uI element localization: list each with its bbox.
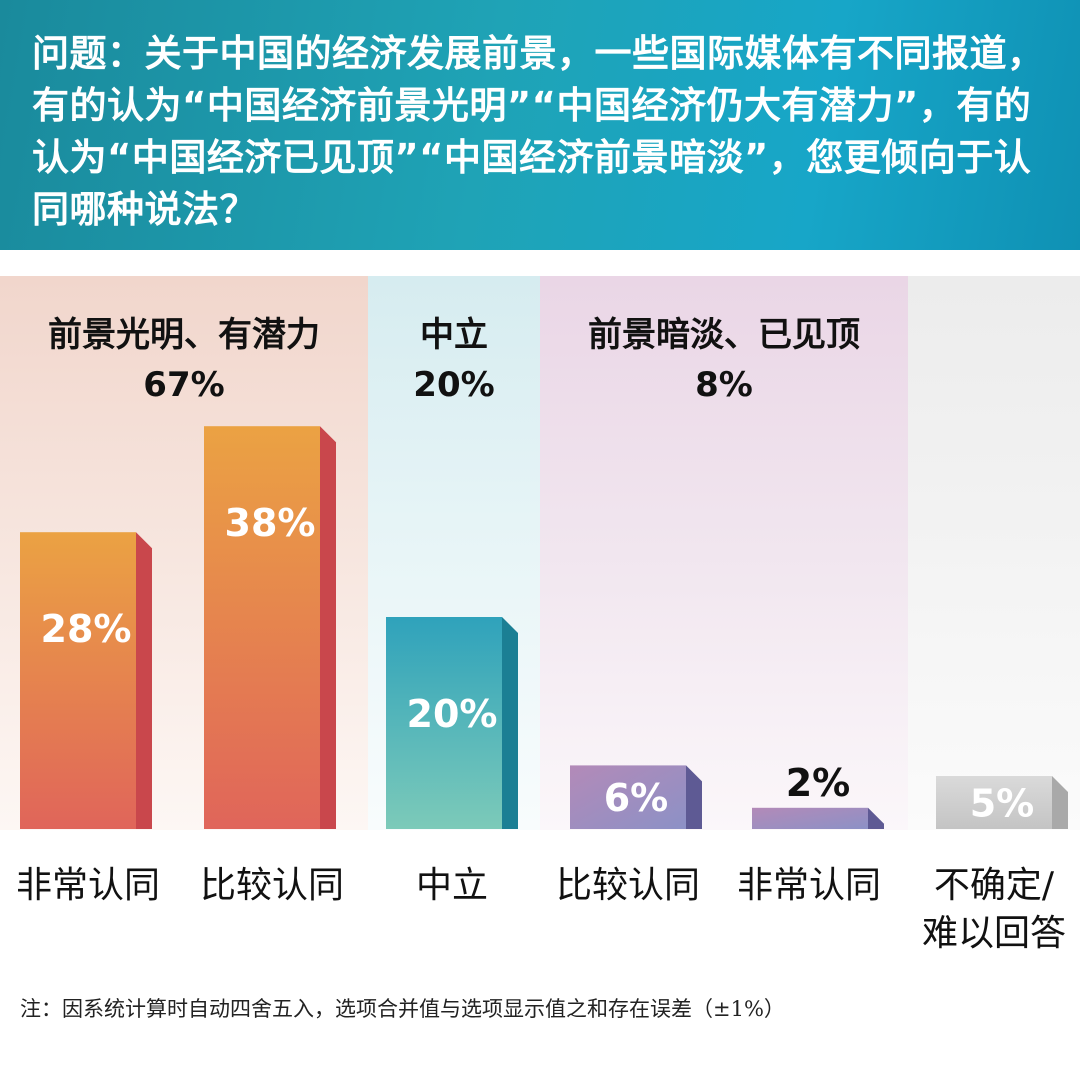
category-label: 非常认同: [15, 865, 160, 906]
question-banner: 问题：关于中国的经济发展前景，一些国际媒体有不同报道，有的认为“中国经济前景光明…: [0, 0, 1080, 250]
bar-value-label: 5%: [970, 782, 1035, 826]
bar-front: [204, 426, 320, 829]
bar: 5%: [936, 776, 1068, 829]
bar: 6%: [570, 765, 702, 829]
bar: 28%: [20, 532, 152, 829]
category-label: 不确定/ 难以回答: [921, 865, 1066, 954]
group-value: 8%: [695, 365, 753, 405]
bar-value-label: 2%: [786, 761, 851, 805]
bar-front: [386, 617, 502, 829]
category-label: 非常认同: [736, 865, 881, 906]
group-value: 20%: [413, 365, 495, 405]
bar-front: [936, 776, 1052, 829]
bar-value-label: 38%: [225, 501, 316, 545]
bar-front: [20, 532, 136, 829]
bar-value-label: 20%: [407, 692, 498, 736]
negative-group-band: [540, 276, 908, 830]
bar-side: [502, 617, 518, 829]
bar-front: [570, 765, 686, 829]
bar: 38%: [204, 426, 336, 829]
group-name: 前景暗淡、已见顶: [588, 315, 860, 355]
category-label: 比较认同: [199, 865, 344, 906]
unsure-group-band: [908, 276, 1080, 830]
bar-side: [868, 807, 884, 829]
category-label: 比较认同: [555, 865, 700, 906]
group-label-positive: 前景光明、有潜力 67%: [0, 310, 368, 410]
bar-front: [752, 807, 868, 829]
bar-side: [686, 765, 702, 829]
bar-side: [320, 426, 336, 829]
group-value: 67%: [143, 365, 225, 405]
group-name: 中立: [420, 315, 488, 355]
group-name: 前景光明、有潜力: [48, 315, 320, 355]
question-text: 问题：关于中国的经济发展前景，一些国际媒体有不同报道，有的认为“中国经济前景光明…: [32, 32, 1045, 231]
bar-side: [136, 532, 152, 829]
group-label-negative: 前景暗淡、已见顶 8%: [540, 310, 908, 410]
bar: 20%: [386, 617, 518, 829]
bar: 2%: [752, 761, 884, 829]
bar-value-label: 28%: [41, 607, 132, 651]
category-label: 中立: [415, 865, 488, 906]
bar-side: [1052, 776, 1068, 829]
group-label-neutral: 中立 20%: [368, 310, 540, 410]
bar-value-label: 6%: [604, 776, 669, 820]
footnote: 注：因系统计算时自动四舍五入，选项合并值与选项显示值之和存在误差（±1%）: [20, 997, 785, 1021]
